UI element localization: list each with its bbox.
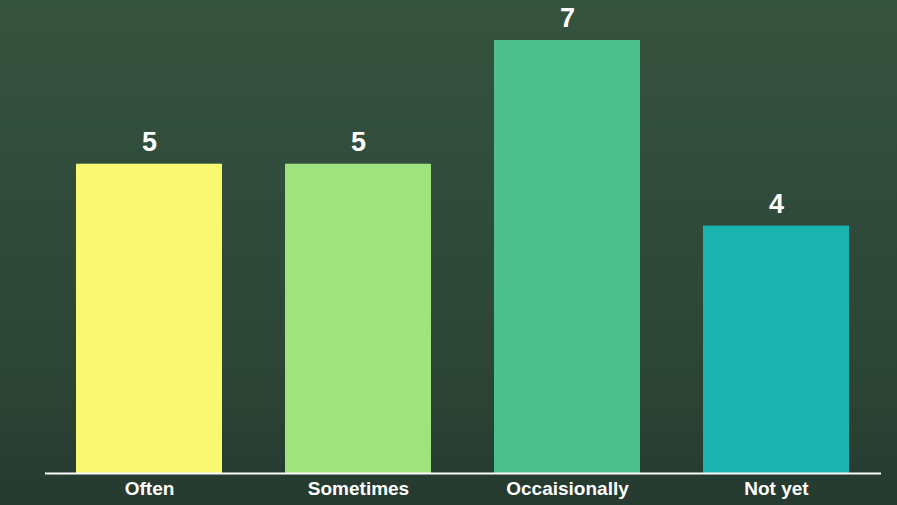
svg-text:5: 5	[142, 127, 157, 157]
svg-text:Often: Often	[125, 478, 175, 499]
svg-text:5: 5	[351, 127, 366, 157]
svg-text:Not yet: Not yet	[744, 478, 809, 499]
svg-text:Sometimes: Sometimes	[308, 478, 409, 499]
svg-text:Occaisionally: Occaisionally	[506, 478, 629, 499]
svg-text:7: 7	[560, 3, 575, 33]
svg-text:4: 4	[769, 189, 784, 219]
